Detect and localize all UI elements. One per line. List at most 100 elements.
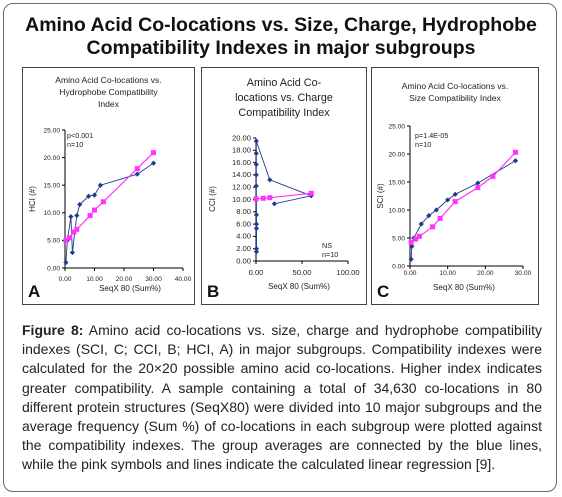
y-tick-label: 12.00	[232, 183, 251, 192]
caption-text: Amino acid co-locations vs. size, charge…	[22, 322, 543, 473]
panel-b-title-line: locations vs. Charge	[235, 92, 333, 104]
panel-c-n-value: n=10	[415, 140, 432, 149]
regression-point	[490, 173, 496, 179]
regression-point	[260, 195, 266, 201]
x-tick-label: 10.00	[439, 270, 456, 277]
regression-point	[430, 224, 436, 230]
panel-a-title-line: Amino Acid Co-locations vs.	[55, 75, 162, 85]
group-average-point	[253, 221, 260, 227]
regression-point	[92, 207, 97, 213]
group-average-point	[253, 212, 260, 218]
panel-c-title: Amino Acid Co-locations vs. Size Compati…	[372, 80, 538, 104]
group-average-point	[253, 183, 259, 189]
y-tick-label: 25.00	[388, 123, 405, 130]
y-axis-label: CCI (#)	[208, 186, 217, 212]
panel-b-significance: NS	[322, 241, 332, 250]
panel-a-stats: p<0.001 n=10	[67, 131, 93, 149]
panel-a-p-value: p<0.001	[67, 131, 94, 140]
x-tick-label: 20.00	[116, 276, 133, 283]
panel-a-chart: 0.00 5.00 10.00 15.00 20.00 25.00 0.00 10.00 20.…	[28, 127, 192, 293]
y-tick-label: 10.00	[388, 207, 405, 214]
x-tick-label: 10.00	[86, 276, 103, 283]
group-average-point	[86, 193, 92, 199]
panel-b-letter: B	[207, 282, 220, 301]
regression-point	[413, 236, 419, 242]
panel-c-chart: 0.00 5.00 10.00 15.00 20.00 25.00 0.00 10.00 20.…	[376, 123, 532, 292]
regression-line	[255, 192, 312, 200]
group-average-point	[253, 138, 259, 144]
regression-point	[512, 149, 518, 155]
panel-a-n-value: n=10	[67, 140, 84, 149]
y-tick-label: 25.00	[43, 127, 60, 134]
group-average-point	[253, 150, 259, 156]
figure-caption: Figure 8: Amino acid co-locations vs. si…	[22, 321, 542, 475]
regression-point	[437, 215, 443, 221]
y-tick-label: 0.00	[392, 263, 405, 270]
y-tick-label: 6.00	[236, 219, 251, 228]
regression-point	[63, 237, 69, 243]
regression-point	[308, 190, 314, 196]
panel-c-title-line: Size Compatibility Index	[409, 93, 501, 103]
y-tick-label: 20.00	[388, 151, 405, 158]
panel-b-n-value: n=10	[322, 250, 339, 259]
regression-point	[475, 185, 481, 191]
group-average-point	[253, 172, 259, 178]
x-tick-label: 0.00	[59, 276, 72, 283]
panel-a-letter: A	[28, 282, 41, 301]
panel-b-stats: NS n=10	[322, 241, 338, 259]
regression-point	[74, 226, 80, 232]
panel-a-title-line: Index	[97, 99, 120, 109]
group-average-point	[150, 160, 157, 166]
x-axis-label: SeqX 80 (Sum%)	[433, 283, 495, 292]
panel-b-title: Amino Acid Co- locations vs. Charge Comp…	[202, 76, 366, 121]
regression-point	[253, 196, 259, 202]
regression-point	[416, 233, 422, 239]
x-tick-label: 20.00	[477, 270, 494, 277]
group-average-point	[271, 201, 277, 207]
group-average-point	[74, 212, 80, 219]
regression-point	[267, 195, 273, 201]
y-tick-label: 10.00	[43, 210, 60, 217]
y-tick-label: 20.00	[232, 133, 251, 142]
panel-b-title-line: Amino Acid Co-	[246, 77, 322, 89]
panel-c-letter: C	[377, 282, 390, 301]
figure-title-line-1: Amino Acid Co-locations vs. Size, Charge…	[25, 14, 537, 36]
group-average-point	[408, 256, 414, 262]
y-tick-label: 0.00	[236, 256, 251, 265]
panel-a-title: Amino Acid Co-locations vs. Hydrophobe C…	[23, 74, 194, 110]
regression-point	[452, 199, 458, 205]
regression-point	[134, 166, 140, 172]
y-tick-label: 14.00	[232, 170, 251, 179]
group-average-line	[65, 162, 154, 263]
panel-c-p-value: p=1.4E-05	[415, 131, 449, 140]
x-tick-label: 100.00	[336, 268, 359, 277]
panel-c: Amino Acid Co-locations vs. Size Compati…	[371, 67, 539, 305]
x-axis-label: SeqX 80 (Sum%)	[268, 282, 330, 291]
y-axis-label: SCI (#)	[376, 183, 385, 209]
y-tick-label: 10.00	[232, 195, 251, 204]
panel-a: Amino Acid Co-locations vs. Hydrophobe C…	[22, 67, 195, 305]
group-average-point	[253, 161, 259, 168]
group-average-point	[97, 182, 103, 188]
group-average-point	[68, 214, 74, 220]
panel-b-chart: 0.00 2.00 4.00 6.00 8.00 10.00 12.00 14.00 16.00…	[208, 133, 360, 291]
group-average-point	[69, 249, 75, 256]
x-tick-label: 30.00	[515, 270, 532, 277]
panel-c-title-line: Amino Acid Co-locations vs.	[401, 81, 509, 91]
y-tick-label: 2.00	[236, 244, 251, 253]
panel-b: Amino Acid Co- locations vs. Charge Comp…	[201, 67, 367, 305]
group-average-point	[63, 259, 69, 266]
x-tick-label: 0.00	[249, 268, 264, 277]
group-average-point	[452, 191, 458, 197]
y-tick-label: 18.00	[232, 146, 251, 155]
x-axis-label: SeqX 80 (Sum%)	[99, 284, 161, 293]
y-tick-label: 0.00	[47, 265, 60, 272]
y-tick-label: 16.00	[232, 158, 251, 167]
y-tick-label: 15.00	[388, 179, 405, 186]
regression-point	[100, 199, 106, 205]
x-tick-label: 30.00	[145, 276, 162, 283]
y-tick-label: 5.00	[392, 235, 405, 242]
regression-point	[408, 239, 414, 245]
group-average-point	[512, 158, 519, 164]
figure-title-line-2: Compatibility Indexes in major subgroups	[86, 37, 476, 59]
